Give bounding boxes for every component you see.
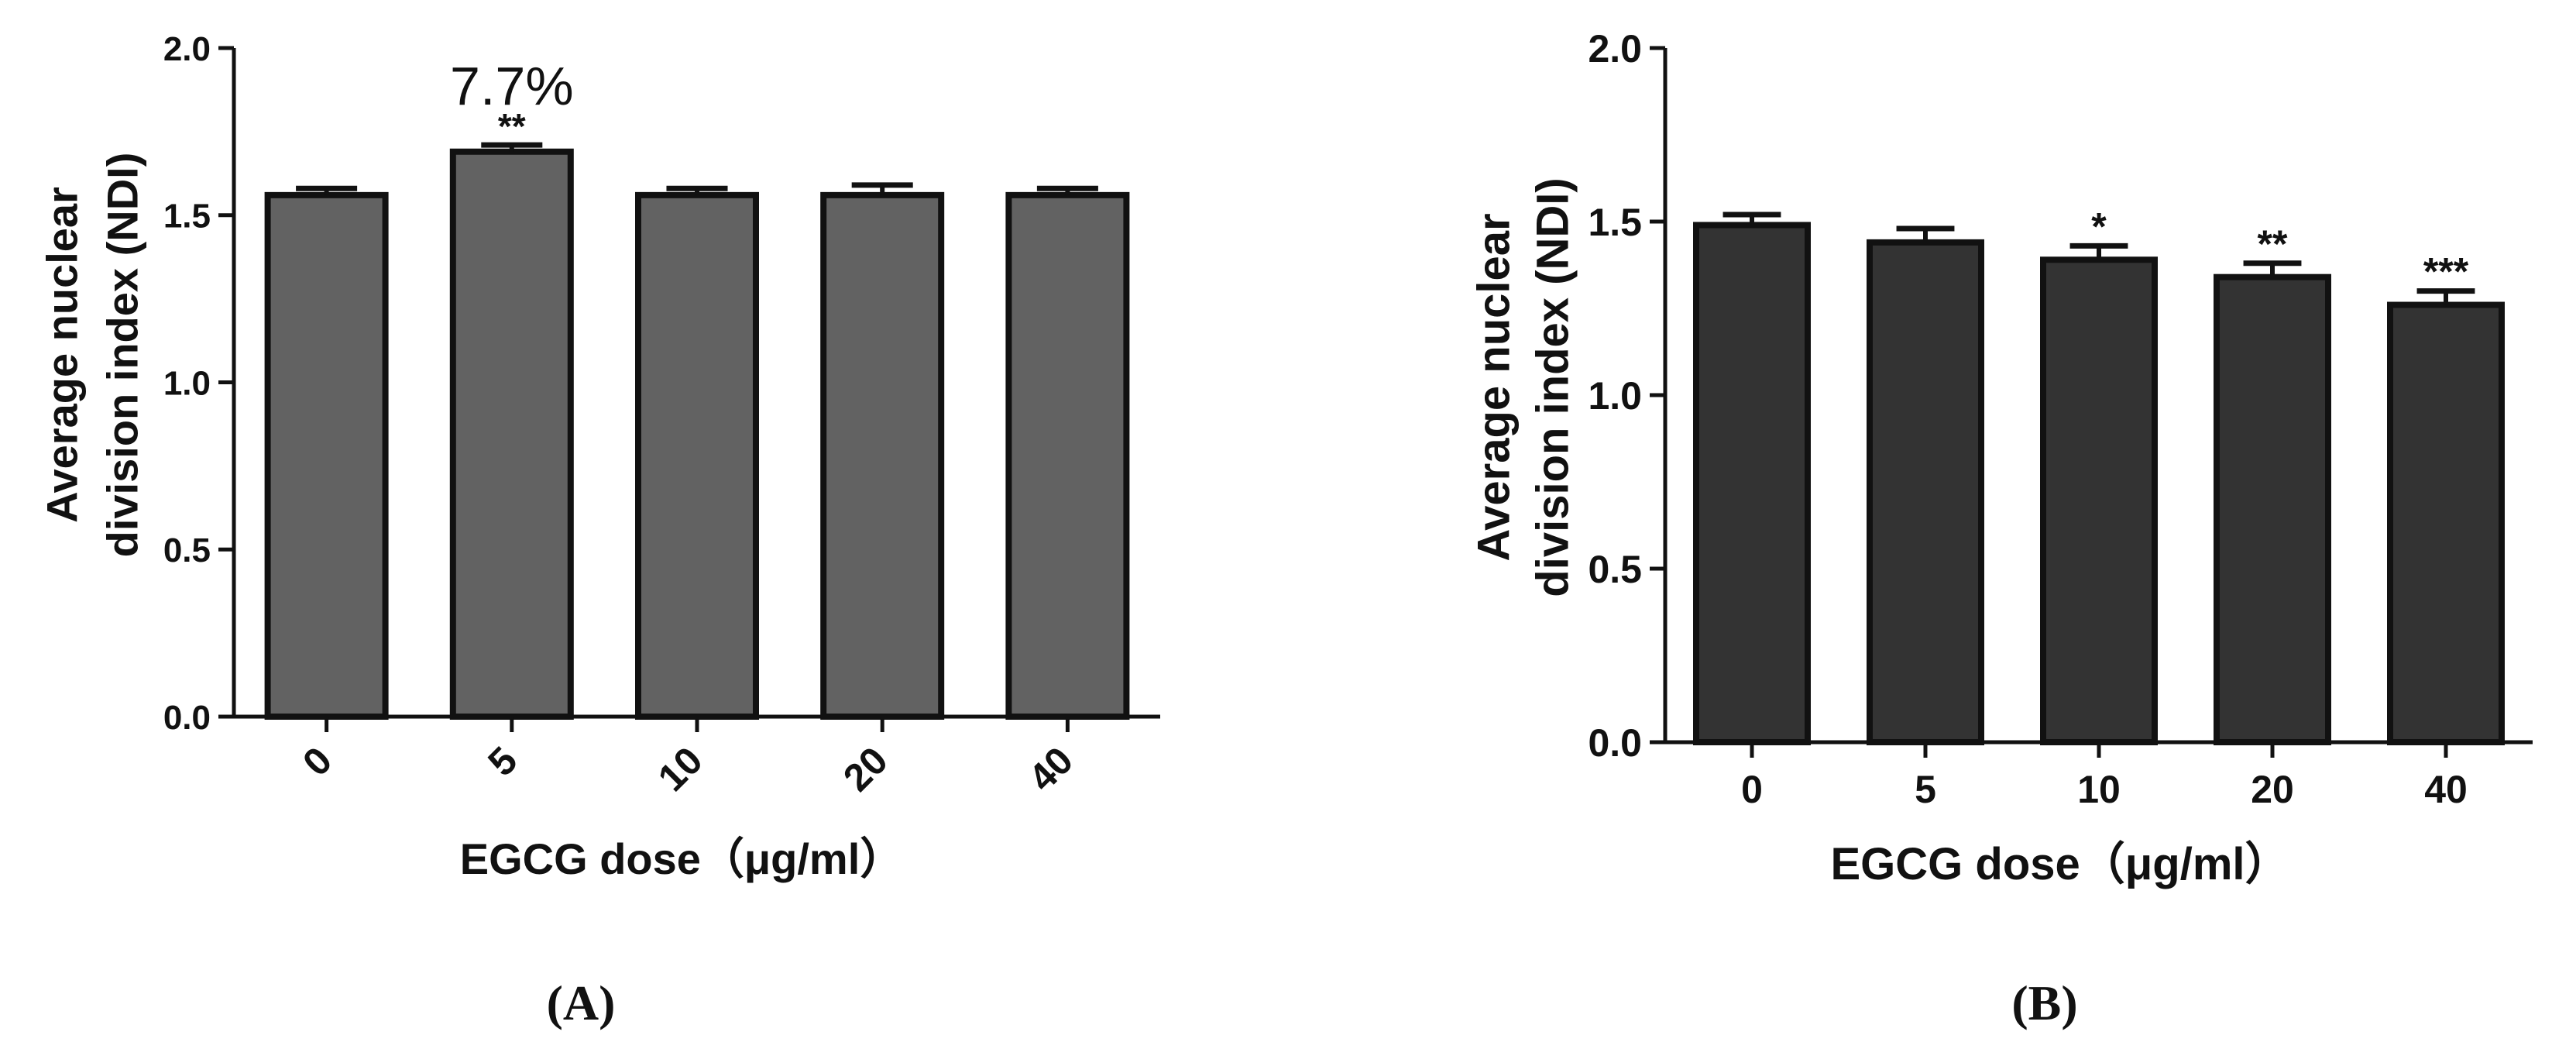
x-tick-label: 5 bbox=[479, 738, 525, 784]
x-tick-label: 10 bbox=[2077, 768, 2121, 811]
y-tick-label: 1.5 bbox=[163, 198, 211, 236]
bar bbox=[820, 191, 945, 721]
y-tick-label: 2.0 bbox=[1588, 27, 1642, 71]
significance-marker: * bbox=[2091, 205, 2107, 248]
y-tick-label: 0.0 bbox=[163, 699, 211, 737]
significance-marker: ** bbox=[2258, 222, 2288, 266]
y-tick-label: 0.0 bbox=[1588, 721, 1642, 765]
bar bbox=[1005, 191, 1130, 721]
x-axis-title: EGCG dose（μg/ml） bbox=[1831, 839, 2290, 889]
x-tick-label: 40 bbox=[1020, 738, 1081, 800]
bar bbox=[2040, 256, 2158, 745]
bar bbox=[1693, 222, 1811, 746]
y-tick-label: 1.0 bbox=[1588, 374, 1642, 418]
x-tick-label: 0 bbox=[1741, 768, 1763, 811]
y-tick-label: 2.0 bbox=[163, 30, 211, 68]
significance-marker: *** bbox=[2423, 250, 2469, 294]
y-tick-label: 0.5 bbox=[1588, 548, 1642, 591]
y-tick-label: 1.5 bbox=[1588, 201, 1642, 244]
chart-panel-b: 0.0 0.5 1.0 1.5 2.0 0 5 10 * 20 ** 40 *** EGCG dose（μ… bbox=[1468, 27, 2533, 1030]
percent-annotation: 7.7% bbox=[450, 56, 574, 116]
bar bbox=[2387, 301, 2505, 745]
x-tick-label: 0 bbox=[294, 738, 340, 784]
y-axis-title-line: Average nuclear bbox=[38, 187, 87, 523]
y-axis-title-line: division index (NDI) bbox=[1527, 177, 1578, 597]
panel-label: (A) bbox=[547, 975, 616, 1030]
bar bbox=[449, 148, 574, 720]
bar bbox=[264, 191, 389, 721]
x-axis-title: EGCG dose（μg/ml） bbox=[460, 834, 904, 883]
y-tick-label: 1.0 bbox=[163, 364, 211, 402]
chart-panel-a: 0.0 0.5 1.0 1.5 2.0 0 5 ** 10 20 40 7.7% EGCG dose（μ… bbox=[38, 30, 1160, 1030]
y-axis-title-line: Average nuclear bbox=[1468, 213, 1519, 561]
y-tick-label: 0.5 bbox=[163, 531, 211, 569]
bar bbox=[1867, 239, 1984, 745]
x-tick-label: 20 bbox=[835, 738, 896, 800]
y-axis-title-line: division index (NDI) bbox=[98, 153, 147, 558]
panel-label: (B) bbox=[2011, 975, 2077, 1030]
x-tick-label: 20 bbox=[2251, 768, 2294, 811]
bar bbox=[2214, 273, 2331, 745]
significance-marker: ** bbox=[498, 106, 526, 146]
bar bbox=[635, 191, 759, 721]
x-tick-label: 10 bbox=[650, 738, 711, 800]
x-tick-label: 40 bbox=[2424, 768, 2468, 811]
x-tick-label: 5 bbox=[1915, 768, 1936, 811]
